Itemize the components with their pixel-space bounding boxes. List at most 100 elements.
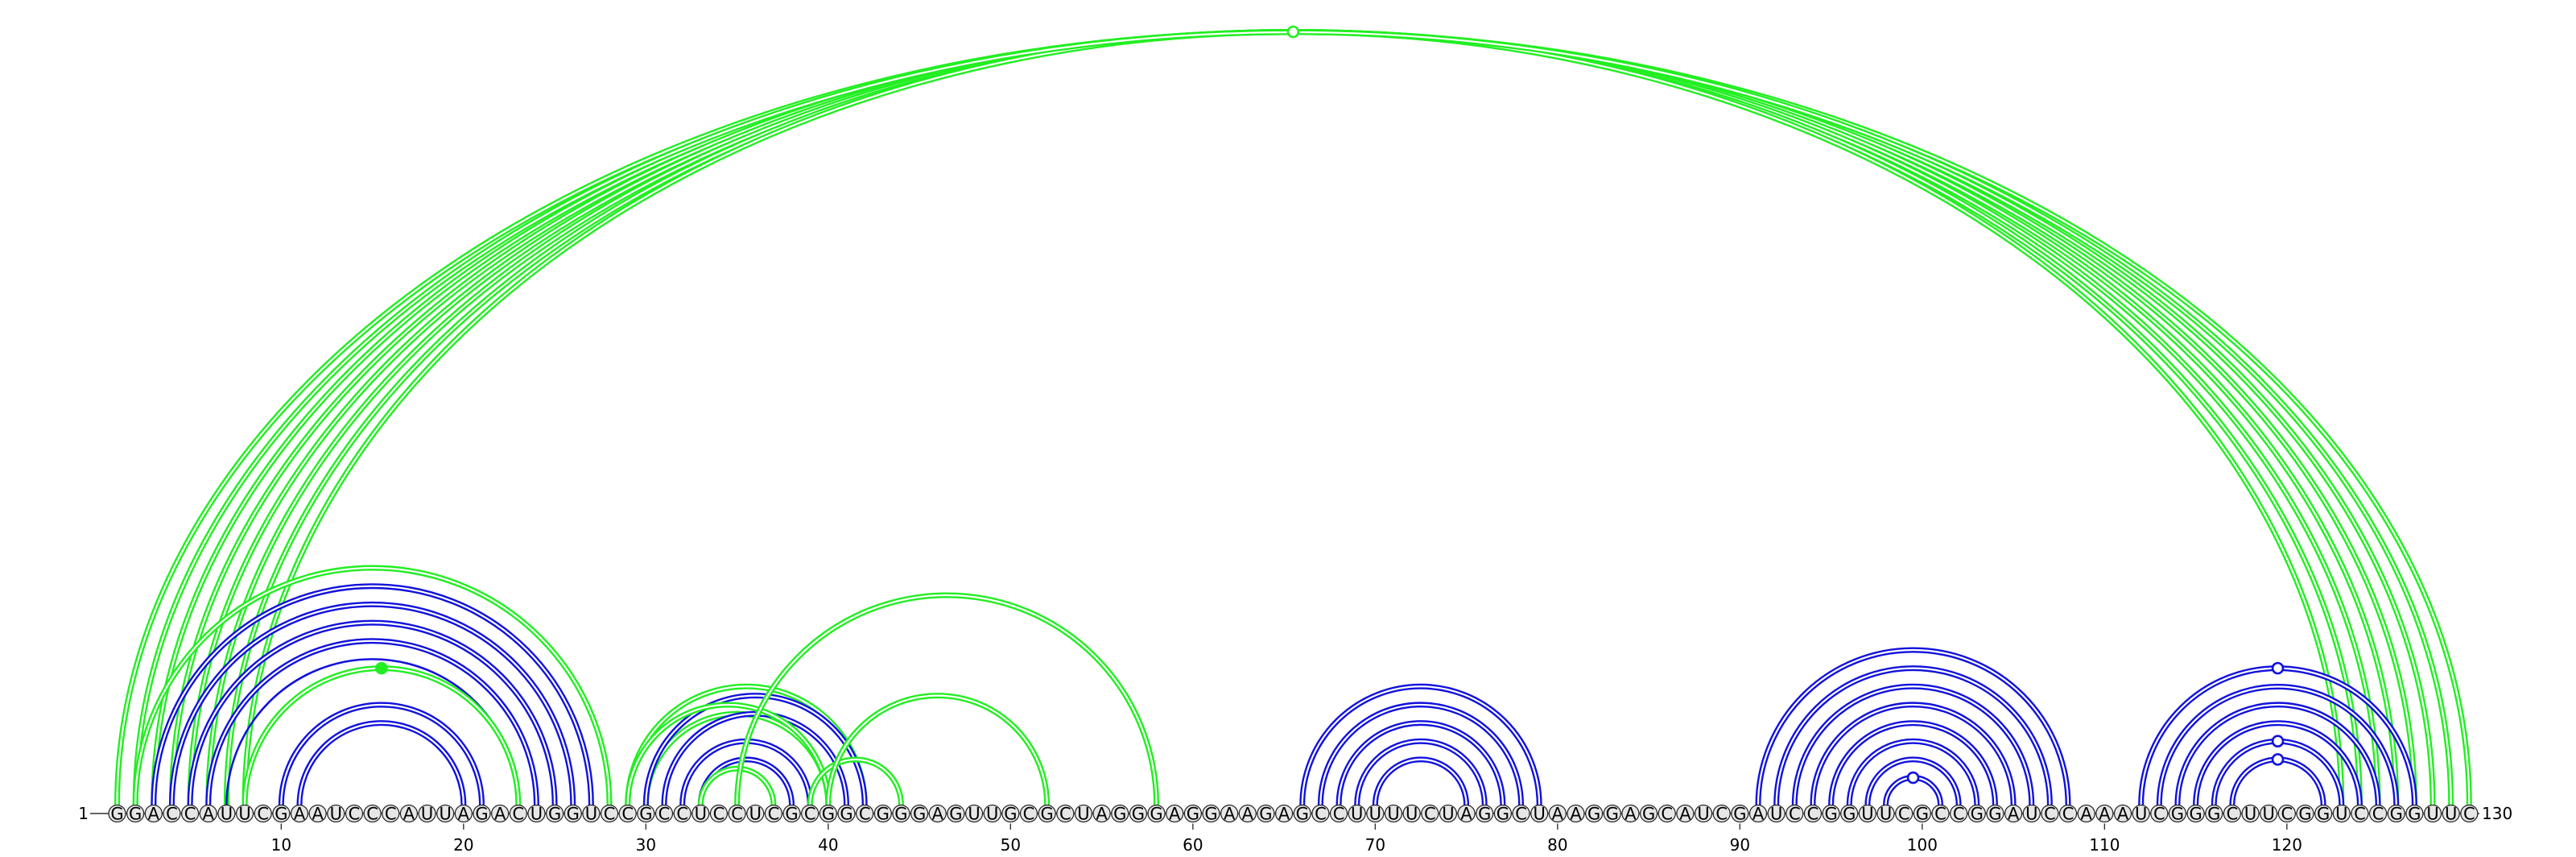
nucleotide: A [1220, 805, 1239, 824]
nucleotide: C [2369, 805, 2388, 824]
arc-2-129-inner [135, 32, 2451, 805]
nucleotide-letter: G [1843, 805, 1856, 824]
nucleotide: C [1931, 805, 1950, 824]
nucleotide: U [2260, 805, 2278, 824]
nucleotide-circle [1603, 804, 1621, 823]
nucleotide-letter: U [1351, 805, 1363, 824]
nucleotide-circle [181, 804, 200, 823]
nucleotide-letter: C [621, 805, 634, 824]
arc-11-20-outer [296, 720, 467, 805]
nucleotide-circle [1731, 804, 1749, 823]
nucleotide: G [2168, 805, 2187, 824]
nucleotide: U [2442, 805, 2460, 824]
nucleotide: A [1567, 805, 1585, 824]
nucleotide: A [308, 804, 327, 824]
tick-label: 50 [1001, 835, 1021, 855]
nucleotide-circle [782, 804, 801, 823]
nucleotide-circle [801, 804, 819, 823]
arc-96-103-inner [1848, 740, 1978, 805]
arc-69-76-inner [1356, 740, 1486, 805]
nucleotide-letter: C [512, 805, 524, 824]
nucleotide-circle [1530, 804, 1549, 823]
nucleotide-circle [2095, 804, 2114, 823]
arc-6-24-inner [207, 640, 538, 805]
nucleotide: A [1621, 805, 1640, 824]
position-axis: 10 20 30 40 50 60 70 80 90 100 110 120 [271, 823, 2302, 855]
nucleotide-circle [2423, 804, 2442, 823]
nucleotide: A [928, 805, 947, 824]
nucleotide-circle [983, 804, 1001, 823]
nucleotide-circle [1803, 804, 1823, 823]
nucleotide-circle [308, 804, 327, 823]
arc-4-127-inner [171, 31, 2416, 805]
tick-label: 100 [1907, 835, 1938, 855]
nucleotide-letter: A [1552, 805, 1564, 824]
nucleotide-letter: C [2227, 805, 2239, 824]
nucleotide-circle [254, 804, 272, 823]
nucleotide: U [436, 804, 455, 824]
arc-68-77-outer [1335, 720, 1506, 805]
nucleotide-circle [272, 804, 291, 823]
nucleotide-circle [837, 804, 856, 823]
nucleotide: U [1348, 805, 1366, 824]
nucleotide-circle [2277, 804, 2296, 823]
arc-68-77-inner [1337, 722, 1504, 805]
nucleotide-letter: A [458, 805, 470, 824]
nucleotide-letter: A [2117, 805, 2129, 824]
arc-marker-4 [2271, 661, 2285, 675]
tick-label: 60 [1183, 835, 1203, 855]
nucleotide-letter: G [2171, 805, 2184, 824]
arc-markers [375, 25, 2285, 785]
nucleotide-circle [1876, 804, 1895, 823]
sequence-start-label: 1 [78, 804, 89, 823]
nucleotide-circle [108, 804, 126, 823]
nucleotide-circle [1895, 804, 1913, 823]
arc-30-42-inner [645, 694, 866, 805]
nucleotide-letter: U [1406, 805, 1418, 824]
nucleotide: G [782, 804, 801, 824]
nucleotide-letter: U [2445, 805, 2457, 824]
nucleotide: C [1329, 805, 1348, 824]
nucleotide-letter: G [949, 805, 962, 824]
nucleotide: G [1967, 805, 1986, 824]
nucleotide: U [1439, 805, 1458, 824]
nucleotide: G [819, 805, 837, 824]
nucleotide-letter: G [1004, 805, 1017, 824]
nucleotide: U [1876, 804, 1895, 824]
nucleotide: C [1895, 804, 1913, 824]
arc-33-38-outer [697, 756, 795, 805]
arc-67-78-inner [1319, 703, 1522, 805]
nucleotide-circle [1311, 804, 1330, 823]
nucleotide-circle [1056, 804, 1075, 823]
nucleotide-circle [2150, 804, 2169, 823]
nucleotide-letter: C [2372, 805, 2384, 824]
nucleotide-circle [199, 804, 217, 823]
nucleotide: C [2150, 804, 2169, 824]
arc-66-79-inner [1301, 685, 1541, 805]
nucleotide-letter: A [294, 805, 306, 824]
nucleotide-letter: C [768, 805, 780, 824]
nucleotide-circle [856, 804, 874, 823]
arc-7-124-inner [226, 32, 2359, 805]
nucleotide: C [2277, 804, 2296, 824]
nucleotide-circle [564, 804, 582, 823]
nucleotide: C [2351, 804, 2369, 824]
tick-label: 10 [271, 835, 291, 855]
nucleotide-circle [2351, 804, 2369, 823]
nucleotide-circle [436, 804, 455, 823]
nucleotide: U [235, 805, 254, 824]
arc-5-126-inner [189, 31, 2397, 805]
nucleotide-letter: C [1424, 805, 1436, 824]
nucleotide: C [1657, 805, 1676, 824]
nucleotide-letter: U [2263, 805, 2275, 824]
nucleotide-circle [1384, 804, 1403, 823]
nucleotide-circle [1147, 804, 1166, 823]
nucleotide-letter: C [257, 805, 269, 824]
arc-94-105-outer [1810, 702, 2017, 805]
nucleotide-letter: C [1059, 805, 1071, 824]
nucleotide: G [2314, 805, 2333, 824]
arc-70-75-outer [1372, 756, 1470, 805]
nucleotide-letter: G [1971, 805, 1984, 824]
nucleotide: G [2186, 805, 2205, 824]
